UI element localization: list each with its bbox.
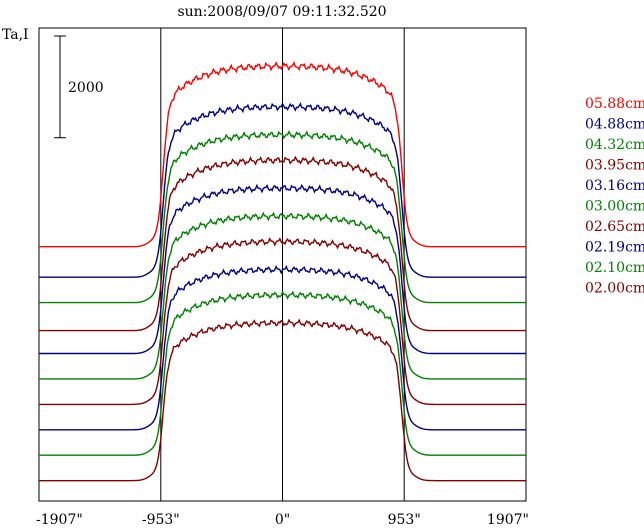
legend-entry: 02.65cm (585, 219, 644, 235)
x-tick-label: 0" (275, 512, 290, 528)
x-tick-label: 953" (388, 512, 421, 528)
series-line-3 (39, 155, 526, 332)
series-lines (39, 61, 526, 482)
legend: 05.88cm 04.88cm 04.32cm 03.95cm 03.16cm 03.00… (585, 96, 644, 297)
legend-entry: 04.32cm (585, 137, 644, 153)
legend-entry: 02.19cm (585, 240, 644, 256)
x-tick-label: -1907" (36, 512, 83, 528)
x-tick-label: 1907" (487, 512, 529, 528)
scale-bar: 2000 (54, 35, 104, 139)
legend-entry: 03.16cm (585, 178, 644, 194)
legend-entry: 03.00cm (585, 199, 644, 215)
series-line-4 (39, 183, 526, 355)
series-line-9 (39, 318, 526, 482)
vertical-reference-lines (160, 28, 405, 501)
series-line-7 (39, 264, 526, 431)
series-line-1 (39, 102, 526, 278)
series-line-5 (39, 211, 526, 380)
chart-title: sun:2008/09/07 09:11:32.520 (177, 4, 386, 20)
legend-entry: 02.00cm (585, 281, 644, 297)
series-line-8 (39, 290, 526, 456)
legend-entry: 04.88cm (585, 117, 644, 133)
scale-bar-label: 2000 (68, 80, 104, 96)
series-line-0 (39, 61, 526, 248)
series-line-6 (39, 237, 526, 406)
legend-entry: 03.95cm (585, 158, 644, 174)
x-axis-ticks: -1907" -953" 0" 953" 1907" (36, 512, 529, 528)
y-axis-label: Ta,I (2, 27, 29, 43)
legend-entry: 05.88cm (585, 96, 644, 112)
legend-entry: 02.10cm (585, 260, 644, 276)
x-tick-label: -953" (142, 512, 180, 528)
series-line-2 (39, 130, 526, 304)
